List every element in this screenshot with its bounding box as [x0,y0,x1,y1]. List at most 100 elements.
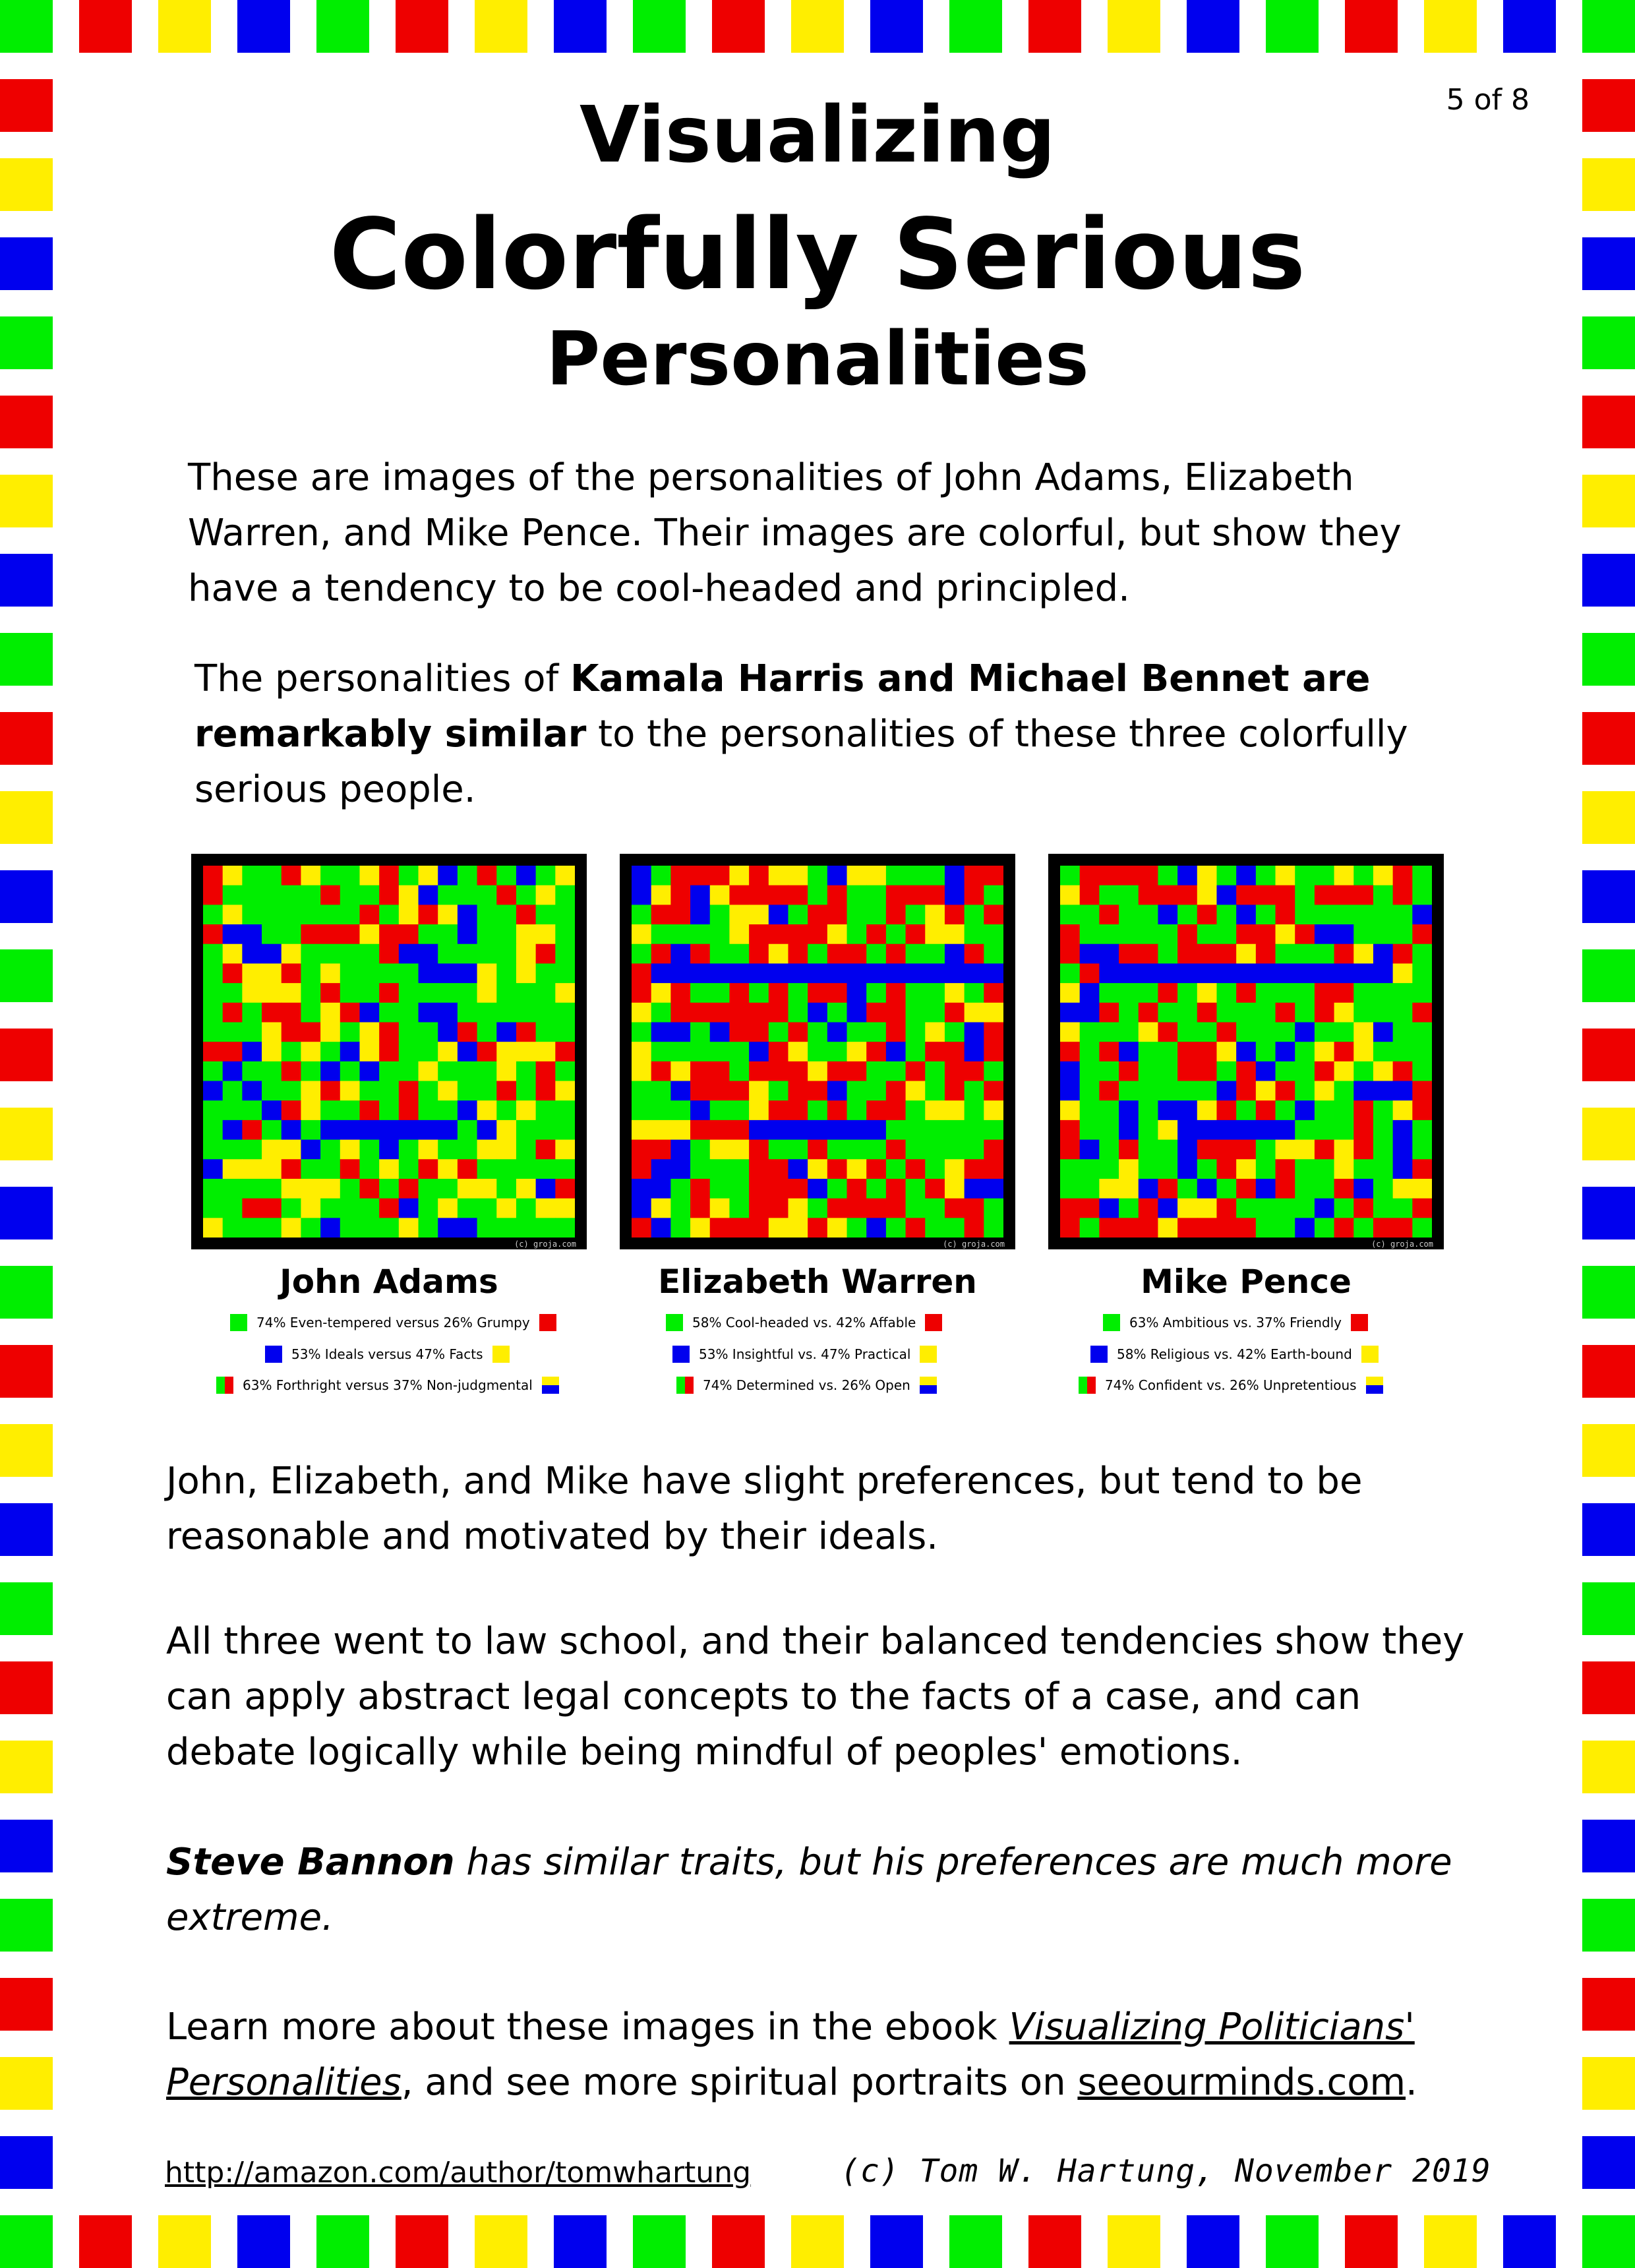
portrait-pixel [944,1002,965,1023]
trait-text: 74% Even-tempered versus 26% Grumpy [256,1315,530,1330]
portrait-pixel [1255,1159,1276,1179]
border-square [1582,1582,1635,1635]
portrait-pixel [944,905,965,925]
portrait-pixel [438,1022,458,1042]
ebook-link[interactable]: Visualizing Politicians' Personalities [166,2006,1415,2104]
portrait-pixel [808,1042,828,1062]
portrait-pixel [555,1081,575,1101]
portrait-pixel [1295,963,1315,984]
portrait-pixel [964,1198,984,1218]
border-square [0,0,53,53]
portrait-pixel [340,866,360,886]
border-square [1582,237,1635,290]
portrait-pixel [281,1002,301,1023]
portrait-pixel [496,1119,517,1141]
portrait-pixel [398,1061,419,1082]
green-red-split-icon [216,1377,233,1394]
portrait-grid [632,866,1003,1238]
portrait-pixel [632,866,652,886]
portrait-pixel [359,1100,380,1121]
portrait-pixel [301,866,321,886]
portrait-pixel [359,1042,380,1062]
portrait-pixel [496,943,517,964]
site-link[interactable]: seeourminds.com [1077,2061,1406,2104]
portrait-pixel [651,983,671,1003]
portrait-pixel [729,866,750,886]
border-square [1582,79,1635,132]
portrait-pixel [1236,1100,1257,1121]
portrait-pixel [242,1022,262,1042]
portrait-pixel [827,963,848,984]
portrait-pixel [905,1081,926,1101]
portrait-pixel [320,963,341,984]
portrait-pixel [379,1198,400,1218]
portrait-pixel [379,1100,400,1121]
red-square-icon [925,1314,943,1331]
portrait-pixel [398,1198,419,1218]
portrait-pixel [944,1159,965,1179]
portrait-pixel [709,1061,730,1082]
portrait-pixel [535,943,556,964]
portrait-pixel [1255,885,1276,905]
portrait-pixel [1138,905,1158,925]
portrait-pixel [398,1119,419,1141]
portrait-pixel [1255,1022,1276,1042]
border-square [396,2215,448,2268]
portrait-pixel [379,1081,400,1101]
portrait-pixel [555,1159,575,1179]
portrait-pixel [222,1022,243,1042]
portrait-pixel [418,1042,438,1062]
author-url-link[interactable]: http://amazon.com/author/tomwhartung [165,2156,752,2190]
portrait-pixel [1197,1022,1217,1042]
portrait-pixel [788,983,808,1003]
portrait-pixel [1236,943,1257,964]
portrait-pixel [670,963,691,984]
portrait-pixel [1216,943,1237,964]
portrait-pixel [1373,983,1394,1003]
portrait-pixel [866,943,887,964]
portrait-pixel [555,1042,575,1062]
portrait-pixel [984,1081,1003,1101]
portrait-pixel [1060,866,1081,886]
portrait-pixel [320,1198,341,1218]
portrait-pixel [1236,1042,1257,1062]
portrait-pixel [281,983,301,1003]
border-square [316,0,369,53]
yellow-square-icon [1361,1346,1379,1363]
portrait-pixel [1158,1139,1178,1160]
portrait-pixel [690,943,711,964]
portrait-pixel [496,1081,517,1101]
portrait-pixel [1158,924,1178,945]
portrait-pixel [1275,1100,1295,1121]
portrait-pixel [1138,943,1158,964]
border-square [1582,396,1635,448]
portrait-pixel [281,963,301,984]
portrait-pixel [379,885,400,905]
border-square [791,2215,844,2268]
portrait-pixel [301,943,321,964]
portrait-pixel [1412,1061,1432,1082]
border-square [1582,633,1635,686]
border-square [1108,0,1160,53]
border-square [0,158,53,211]
portrait-pixel [1353,1198,1374,1218]
border-square [1028,0,1081,53]
portrait-pixel [729,1022,750,1042]
portrait-pixel [262,963,282,984]
portrait-pixel [1353,963,1374,984]
portrait-pixel [1158,1081,1178,1101]
portrait-pixel [1236,1022,1257,1042]
portrait-pixel [1373,1081,1394,1101]
border-square [0,1978,53,2031]
portrait-pixel [555,1198,575,1218]
portrait-pixel [866,1022,887,1042]
portrait-pixel [359,924,380,945]
portrait-pixel [457,1159,478,1179]
portrait-pixel [418,983,438,1003]
portrait-pixel [301,1081,321,1101]
portrait-pixel [359,1178,380,1199]
portrait-pixel [827,1022,848,1042]
portrait-pixel [203,1100,223,1121]
portrait-pixel [496,1002,517,1023]
portrait-pixel [535,963,556,984]
